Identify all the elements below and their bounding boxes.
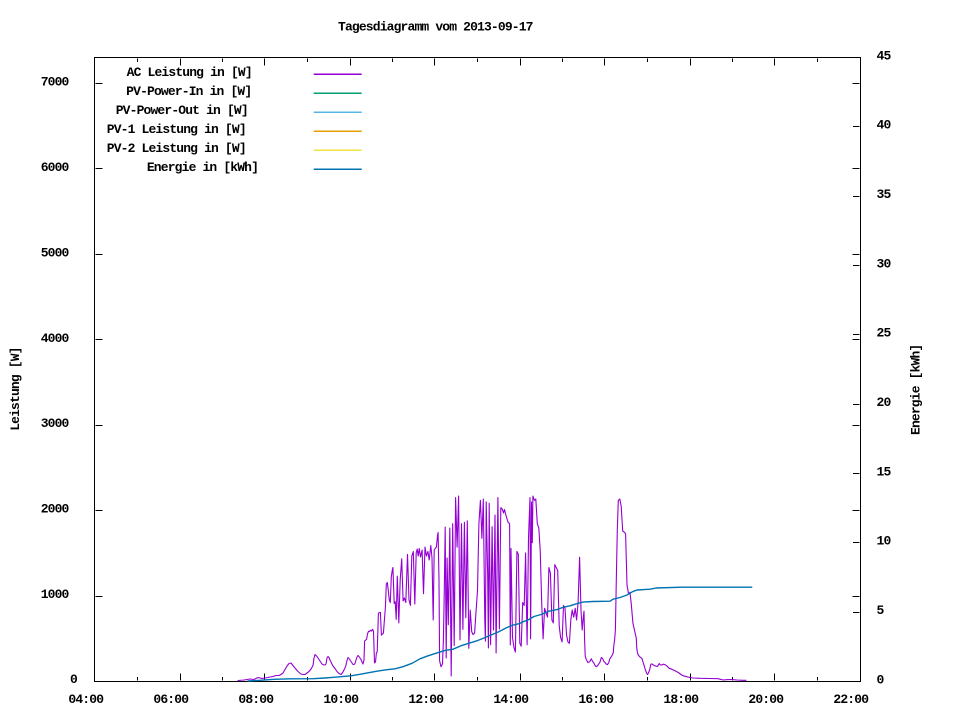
svg-text:20: 20 bbox=[877, 395, 892, 410]
svg-text:5: 5 bbox=[877, 603, 885, 618]
svg-text:0: 0 bbox=[70, 672, 78, 687]
svg-text:12:00: 12:00 bbox=[408, 692, 444, 707]
svg-text:5000: 5000 bbox=[41, 245, 70, 260]
svg-text:15: 15 bbox=[877, 464, 892, 479]
svg-text:PV-Power-In in [W]: PV-Power-In in [W] bbox=[126, 84, 251, 99]
svg-text:PV-2 Leistung in [W]: PV-2 Leistung in [W] bbox=[107, 141, 246, 156]
svg-text:PV-1 Leistung in [W]: PV-1 Leistung in [W] bbox=[107, 122, 246, 137]
svg-text:6000: 6000 bbox=[41, 160, 70, 175]
svg-text:22:00: 22:00 bbox=[833, 692, 869, 707]
svg-text:0: 0 bbox=[877, 672, 885, 687]
svg-text:1000: 1000 bbox=[41, 587, 70, 602]
svg-text:30: 30 bbox=[877, 256, 892, 271]
svg-text:14:00: 14:00 bbox=[493, 692, 529, 707]
svg-text:PV-Power-Out in [W]: PV-Power-Out in [W] bbox=[116, 103, 248, 118]
svg-text:4000: 4000 bbox=[41, 331, 70, 346]
svg-text:2000: 2000 bbox=[41, 502, 70, 517]
svg-text:18:00: 18:00 bbox=[663, 692, 699, 707]
svg-text:40: 40 bbox=[877, 118, 892, 133]
svg-text:3000: 3000 bbox=[41, 416, 70, 431]
svg-text:Leistung [W]: Leistung [W] bbox=[8, 347, 23, 430]
svg-text:08:00: 08:00 bbox=[238, 692, 274, 707]
svg-text:16:00: 16:00 bbox=[578, 692, 614, 707]
svg-text:20:00: 20:00 bbox=[748, 692, 784, 707]
svg-text:Energie in [kWh]: Energie in [kWh] bbox=[147, 160, 258, 175]
svg-text:10:00: 10:00 bbox=[323, 692, 359, 707]
svg-text:Energie [kWh]: Energie [kWh] bbox=[908, 345, 923, 435]
svg-text:AC Leistung in [W]: AC Leistung in [W] bbox=[127, 65, 252, 80]
svg-text:10: 10 bbox=[877, 534, 892, 549]
svg-text:45: 45 bbox=[877, 48, 892, 63]
svg-text:35: 35 bbox=[877, 187, 892, 202]
svg-text:Tagesdiagramm vom 2013-09-17: Tagesdiagramm vom 2013-09-17 bbox=[338, 20, 533, 35]
svg-text:25: 25 bbox=[877, 326, 892, 341]
svg-text:7000: 7000 bbox=[41, 75, 70, 90]
svg-text:04:00: 04:00 bbox=[68, 692, 104, 707]
svg-text:06:00: 06:00 bbox=[153, 692, 189, 707]
